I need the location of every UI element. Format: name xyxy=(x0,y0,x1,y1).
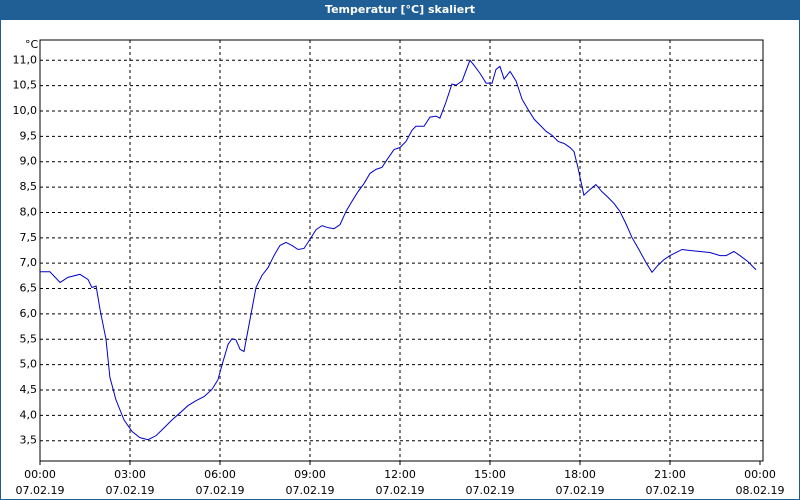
y-tick-label: 5,0 xyxy=(20,358,38,371)
x-tick-label: 15:00 xyxy=(474,468,506,481)
y-tick-label: 4,0 xyxy=(20,408,38,421)
y-unit: °C xyxy=(25,38,39,51)
y-tick-label: 4,5 xyxy=(20,383,38,396)
x-tick-label: 00:00 xyxy=(744,468,776,481)
y-tick-label: 10,5 xyxy=(13,79,38,92)
y-tick-label: 9,5 xyxy=(20,129,38,142)
x-tick-date: 07.02.19 xyxy=(466,484,515,497)
chart-title: Temperatur [°C] skaliert xyxy=(325,3,475,16)
y-tick-label: 8,0 xyxy=(20,205,38,218)
y-tick-label: 8,5 xyxy=(20,180,38,193)
y-tick-label: 7,5 xyxy=(20,231,38,244)
x-tick-date: 08.02.19 xyxy=(736,484,785,497)
x-tick-date: 07.02.19 xyxy=(16,484,65,497)
y-tick-label: 5,5 xyxy=(20,332,38,345)
plot-area xyxy=(39,39,764,462)
temperature-line xyxy=(40,59,757,441)
x-tick-date: 07.02.19 xyxy=(286,484,335,497)
x-tick-label: 12:00 xyxy=(384,468,416,481)
y-tick-label: 6,5 xyxy=(20,282,38,295)
x-tick-date: 07.02.19 xyxy=(646,484,695,497)
x-tick-date: 07.02.19 xyxy=(106,484,155,497)
x-tick-date: 07.02.19 xyxy=(556,484,605,497)
y-tick-label: 7,0 xyxy=(20,256,38,269)
x-tick-label: 00:00 xyxy=(24,468,56,481)
x-tick-date: 07.02.19 xyxy=(196,484,245,497)
y-tick-label: 11,0 xyxy=(13,53,38,66)
x-tick-date: 07.02.19 xyxy=(376,484,425,497)
y-tick-label: 10,0 xyxy=(13,104,38,117)
x-tick-label: 06:00 xyxy=(204,468,236,481)
y-tick-label: 3,5 xyxy=(20,434,38,447)
title-bar xyxy=(0,0,800,20)
x-tick-label: 03:00 xyxy=(114,468,146,481)
y-tick-label: 6,0 xyxy=(20,307,38,320)
x-tick-label: 21:00 xyxy=(654,468,686,481)
x-tick-label: 18:00 xyxy=(564,468,596,481)
y-tick-label: 9,0 xyxy=(20,155,38,168)
x-tick-label: 09:00 xyxy=(294,468,326,481)
